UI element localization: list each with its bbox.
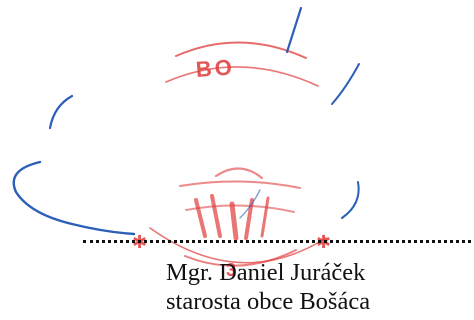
signature-line (83, 240, 471, 243)
signer-title: starosta obce Bošáca (166, 288, 371, 315)
signatory-block: Mgr. Daniel Juráček starosta obce Bošáca (166, 258, 370, 316)
signer-name: Mgr. Daniel Juráček (166, 259, 366, 286)
stamp-text: BO (195, 54, 236, 82)
stamp-number: 3 (226, 260, 236, 280)
